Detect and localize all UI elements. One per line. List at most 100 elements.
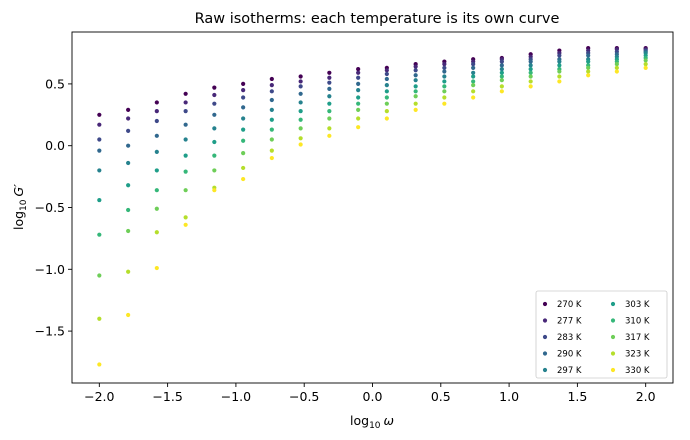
legend-item: 283 K (542, 333, 582, 343)
x-tick-label: −2.0 (84, 389, 114, 404)
data-point (126, 128, 131, 133)
data-point (241, 138, 246, 143)
data-point (327, 86, 332, 91)
data-point (269, 83, 274, 88)
data-point (442, 84, 447, 89)
y-tick-label: −1.5 (35, 324, 65, 339)
x-axis: −2.0 −1.5 −1.0 −0.5 0.0 0.5 1.0 1.5 2.0 (84, 383, 656, 404)
x-tick-label: 1.0 (499, 389, 519, 404)
y-tick-label: −1.0 (35, 262, 65, 277)
data-point (97, 232, 102, 237)
data-point (126, 228, 131, 234)
data-point (528, 70, 533, 75)
data-point (269, 97, 274, 103)
data-point (413, 68, 418, 73)
data-point (183, 222, 188, 227)
data-point (241, 165, 246, 171)
data-point (97, 148, 102, 153)
data-point (183, 215, 188, 220)
data-point (241, 105, 246, 110)
data-point (528, 63, 533, 68)
data-point (586, 53, 591, 58)
data-point (384, 71, 389, 77)
data-point (413, 73, 418, 78)
legend-marker (542, 351, 548, 356)
data-point (298, 117, 303, 122)
data-point (327, 80, 332, 85)
data-point (154, 149, 159, 154)
data-point (442, 74, 447, 79)
data-point (154, 100, 159, 105)
legend-marker (542, 318, 548, 323)
data-point (384, 101, 389, 106)
data-point (183, 100, 188, 105)
data-point (384, 83, 389, 88)
data-point (499, 70, 504, 75)
series-297-K (97, 50, 648, 173)
plot-points (97, 45, 648, 367)
legend-marker (542, 334, 548, 340)
legend-label: 310 K (625, 317, 650, 327)
x-tick-label: 2.0 (636, 389, 656, 404)
data-point (212, 168, 217, 173)
data-point (154, 168, 159, 173)
data-point (269, 76, 274, 82)
legend-item: 323 K (610, 350, 650, 360)
data-point (471, 83, 476, 88)
data-point (298, 100, 303, 105)
x-axis-label: log10 ω (350, 413, 394, 431)
legend-item: 317 K (610, 333, 650, 343)
legend-label: 303 K (625, 300, 650, 310)
data-point (126, 116, 131, 121)
data-point (154, 109, 159, 114)
data-point (528, 84, 533, 89)
data-point (413, 107, 418, 112)
data-point (413, 84, 418, 89)
data-point (384, 76, 389, 82)
data-point (126, 183, 131, 188)
legend: 270 K 277 K 283 K 290 K 297 K 303 K 310 K 317 K… (535, 290, 668, 379)
data-point (499, 89, 504, 94)
legend-label: 290 K (557, 350, 582, 360)
data-point (183, 109, 188, 114)
series-290-K (97, 49, 648, 153)
data-point (298, 91, 303, 96)
data-point (557, 74, 562, 79)
y-tick-label: 0.5 (45, 76, 65, 91)
data-point (97, 316, 102, 321)
data-point (442, 79, 447, 84)
data-point (471, 65, 476, 70)
data-point (97, 197, 102, 203)
data-point (499, 59, 504, 64)
legend-label: 317 K (625, 333, 650, 343)
data-point (528, 59, 533, 64)
data-point (97, 273, 102, 278)
data-point (356, 101, 361, 106)
data-point (413, 101, 418, 106)
data-point (614, 62, 619, 67)
data-point (442, 95, 447, 100)
data-point (298, 142, 303, 147)
data-point (384, 68, 389, 73)
data-point (557, 59, 562, 64)
data-point (212, 139, 217, 145)
data-point (327, 75, 332, 80)
x-tick-label: 0.5 (431, 389, 451, 404)
data-point (241, 116, 246, 121)
legend-item: 330 K (610, 366, 650, 376)
data-point (471, 70, 476, 75)
x-tick-label: −0.5 (289, 389, 319, 404)
data-point (499, 74, 504, 79)
data-point (154, 206, 159, 211)
data-point (384, 109, 389, 114)
x-tick-label: 1.5 (567, 389, 587, 404)
legend-label: 323 K (625, 350, 650, 360)
legend-label: 330 K (625, 366, 650, 376)
data-point (154, 188, 159, 193)
data-point (298, 136, 303, 141)
data-point (269, 127, 274, 132)
series-323-K (97, 62, 648, 321)
data-point (471, 62, 476, 67)
data-point (269, 89, 274, 94)
legend-item: 297 K (542, 366, 582, 376)
